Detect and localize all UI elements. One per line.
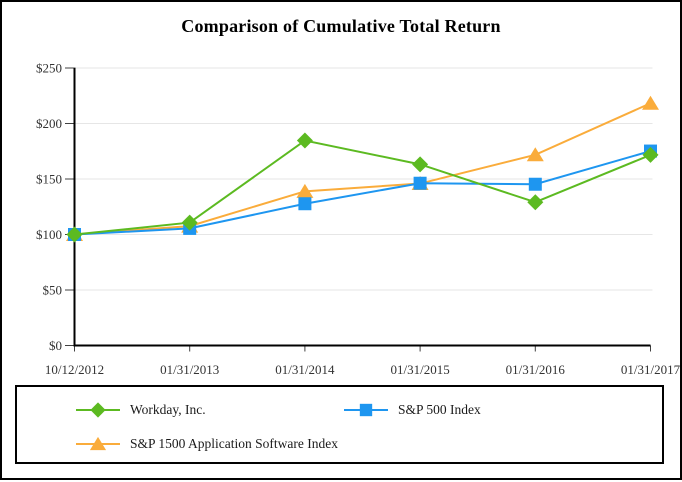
x-axis-label: 01/31/2014 bbox=[275, 362, 335, 377]
legend-label-sp1500-app-software: S&P 1500 Application Software Index bbox=[130, 436, 338, 451]
chart-legend: Workday, Inc. S&P 500 Index S&P 1500 App… bbox=[15, 385, 664, 464]
legend-item-workday: Workday, Inc. bbox=[75, 400, 206, 420]
legend-marker-sp1500-app-software bbox=[76, 436, 120, 451]
y-axis-label: $100 bbox=[36, 227, 62, 242]
chart-title: Comparison of Cumulative Total Return bbox=[181, 16, 501, 36]
diamond-marker bbox=[90, 402, 106, 418]
x-axis-label: 01/31/2017 bbox=[621, 362, 681, 377]
series-line bbox=[74, 102, 651, 236]
diamond-marker bbox=[66, 226, 83, 243]
legend-marker-sp500 bbox=[344, 403, 388, 417]
series-line bbox=[74, 139, 651, 236]
diamond-marker bbox=[296, 132, 313, 149]
y-axis-label: $150 bbox=[36, 172, 62, 187]
square-marker bbox=[528, 177, 542, 191]
x-axis-label: 01/31/2015 bbox=[390, 362, 449, 377]
diamond-marker bbox=[642, 146, 659, 163]
series-workday-inc bbox=[66, 132, 659, 243]
legend-item-sp500: S&P 500 Index bbox=[343, 400, 481, 420]
y-axis-label: $200 bbox=[36, 116, 62, 131]
x-axis-label: 01/31/2016 bbox=[506, 362, 566, 377]
x-axis-label: 10/12/2012 bbox=[45, 362, 104, 377]
y-axis-label: $50 bbox=[43, 283, 63, 298]
square-marker bbox=[413, 176, 427, 190]
legend-marker-workday bbox=[76, 402, 120, 418]
legend-label-sp500: S&P 500 Index bbox=[398, 402, 481, 417]
y-axis-label: $250 bbox=[36, 61, 62, 76]
series-line bbox=[74, 150, 651, 236]
series-s-p-1500-application-software-index bbox=[66, 95, 659, 241]
legend-item-sp1500-app-software: S&P 1500 Application Software Index bbox=[75, 434, 338, 454]
x-axis-label: 01/31/2013 bbox=[160, 362, 219, 377]
diamond-marker bbox=[527, 194, 544, 211]
diamond-marker bbox=[412, 156, 429, 173]
square-marker bbox=[298, 197, 312, 211]
y-axis-label: $0 bbox=[49, 338, 62, 353]
square-marker bbox=[359, 403, 373, 417]
triangle-marker bbox=[89, 436, 107, 451]
triangle-marker bbox=[296, 183, 314, 198]
triangle-marker bbox=[642, 95, 659, 110]
diamond-marker bbox=[181, 214, 198, 231]
triangle-marker bbox=[526, 147, 544, 162]
legend-label-workday: Workday, Inc. bbox=[130, 402, 206, 417]
